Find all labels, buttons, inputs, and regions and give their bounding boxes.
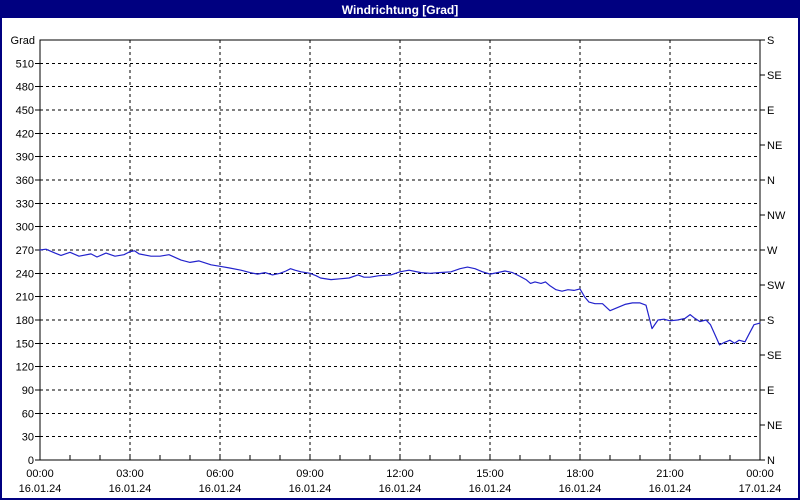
x-tick-date: 16.01.24: [199, 483, 242, 495]
y-tick-label: 150: [16, 338, 34, 350]
y-tick-label: 90: [22, 385, 34, 397]
compass-tick-label: S: [767, 315, 774, 327]
compass-tick-label: E: [767, 105, 774, 117]
x-tick-time: 09:00: [296, 468, 324, 480]
compass-tick-label: NE: [767, 420, 782, 432]
y-tick-label: 180: [16, 315, 34, 327]
compass-tick-label: E: [767, 385, 774, 397]
x-tick-date: 16.01.24: [19, 483, 62, 495]
x-tick-time: 15:00: [476, 468, 504, 480]
y-tick-label: 480: [16, 82, 34, 94]
x-axis-ticks: [39, 455, 761, 460]
y-axis-left: 0 30 60 90 120 150 180 210 240 270 300 330 360 390 420…: [16, 58, 40, 467]
x-tick-date: 16.01.24: [289, 483, 332, 495]
x-tick-time: 00:00: [746, 468, 774, 480]
x-tick-time: 12:00: [386, 468, 414, 480]
y-tick-label: 270: [16, 245, 34, 257]
x-tick-date: 17.01.24: [739, 483, 782, 495]
titlebar: Windrichtung [Grad]: [2, 2, 798, 18]
compass-tick-label: NE: [767, 140, 782, 152]
window-title: Windrichtung [Grad]: [341, 3, 459, 17]
x-tick-time: 03:00: [116, 468, 144, 480]
compass-tick-label: W: [767, 245, 778, 257]
y-tick-label: 60: [22, 408, 34, 420]
x-tick-time: 06:00: [206, 468, 234, 480]
y-tick-label: 450: [16, 105, 34, 117]
x-tick-date: 16.01.24: [469, 483, 512, 495]
compass-tick-label: SE: [767, 350, 782, 362]
compass-tick-label: SE: [767, 70, 782, 82]
y-tick-label: 360: [16, 175, 34, 187]
y-tick-label: 330: [16, 198, 34, 210]
y-axis-right: N NE E SE S SW W NW N NE E SE S: [760, 35, 786, 467]
y-tick-label: 0: [28, 455, 34, 467]
compass-tick-label: N: [767, 455, 775, 467]
x-tick-time: 18:00: [566, 468, 594, 480]
compass-tick-label: S: [767, 35, 774, 47]
y-axis-title: Grad: [11, 35, 35, 47]
y-tick-label: 420: [16, 128, 34, 140]
x-tick-date: 16.01.24: [379, 483, 422, 495]
y-tick-label: 210: [16, 292, 34, 304]
compass-tick-label: N: [767, 175, 775, 187]
y-tick-label: 300: [16, 222, 34, 234]
series-windrichtung-line: [39, 248, 761, 346]
y-tick-label: 390: [16, 152, 34, 164]
y-tick-label: 120: [16, 362, 34, 374]
x-tick-time: 00:00: [26, 468, 54, 480]
y-tick-label: 30: [22, 432, 34, 444]
y-tick-label: 510: [16, 58, 34, 70]
compass-tick-label: NW: [767, 210, 786, 222]
x-gridlines: [129, 40, 671, 460]
y-tick-label: 240: [16, 268, 34, 280]
x-tick-date: 16.01.24: [649, 483, 692, 495]
x-tick-time: 21:00: [656, 468, 684, 480]
x-axis-labels: 00:00 16.01.24 03:00 16.01.24 06:00 16.01.24 0…: [19, 468, 782, 495]
x-tick-date: 16.01.24: [559, 483, 602, 495]
compass-tick-label: SW: [767, 280, 785, 292]
x-tick-date: 16.01.24: [109, 483, 152, 495]
